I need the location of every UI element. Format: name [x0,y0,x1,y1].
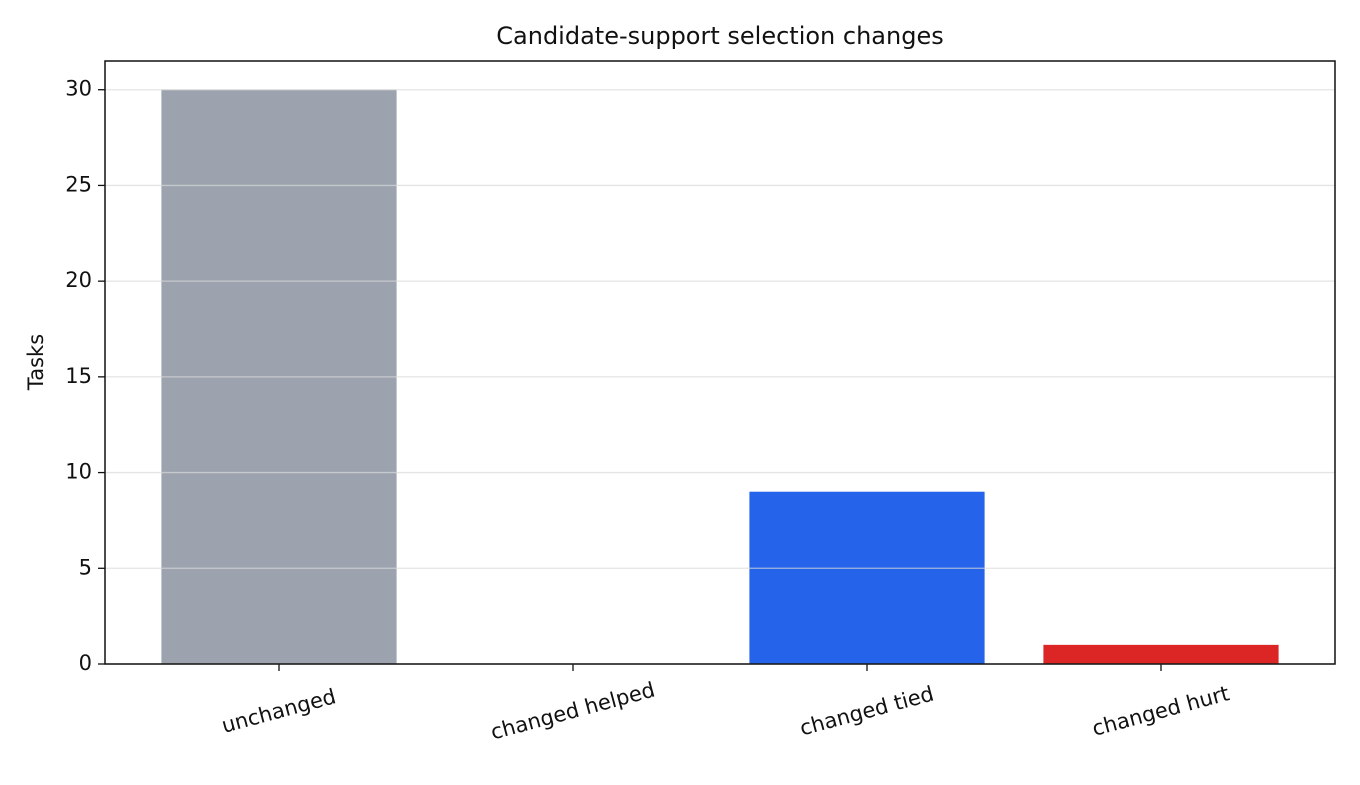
plot-frame [104,60,1336,665]
bar [749,491,985,664]
y-tick-label: 20 [65,268,92,292]
bar [1043,644,1279,664]
chart-title: Candidate-support selection changes [496,22,943,50]
y-tick-label: 25 [65,172,92,196]
y-tick-label: 10 [65,460,92,484]
y-tick-label: 15 [65,364,92,388]
y-tick-label: 30 [65,77,92,101]
y-axis-label: Tasks [24,334,48,391]
y-tick-label: 5 [79,555,92,579]
y-tick-label: 0 [79,651,92,675]
